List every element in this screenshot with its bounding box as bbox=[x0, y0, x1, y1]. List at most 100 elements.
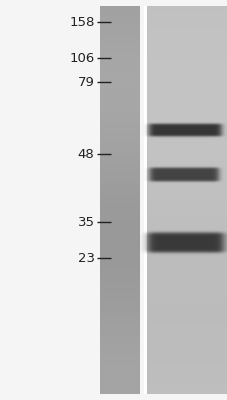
Bar bbox=[146, 30, 227, 35]
Bar bbox=[100, 30, 140, 35]
Bar bbox=[100, 79, 140, 84]
Bar bbox=[146, 312, 227, 316]
Bar bbox=[100, 239, 140, 244]
Bar bbox=[100, 152, 140, 156]
Bar bbox=[146, 108, 227, 113]
Bar bbox=[100, 214, 140, 219]
Bar bbox=[100, 278, 140, 282]
Bar bbox=[100, 336, 140, 341]
Bar bbox=[100, 205, 140, 210]
Bar bbox=[146, 346, 227, 350]
Bar bbox=[100, 248, 140, 253]
Text: 48: 48 bbox=[78, 148, 94, 160]
Bar bbox=[146, 161, 227, 166]
Bar bbox=[146, 360, 227, 365]
Bar bbox=[100, 84, 140, 88]
Bar bbox=[100, 186, 140, 190]
Bar bbox=[146, 137, 227, 142]
Bar bbox=[100, 210, 140, 214]
Bar bbox=[146, 142, 227, 147]
Bar bbox=[146, 186, 227, 190]
Bar bbox=[146, 210, 227, 214]
Bar bbox=[146, 74, 227, 79]
Bar bbox=[146, 287, 227, 292]
Bar bbox=[100, 244, 140, 248]
Bar bbox=[146, 253, 227, 258]
Bar bbox=[143, 6, 146, 394]
Bar bbox=[100, 40, 140, 45]
Bar bbox=[146, 321, 227, 326]
Bar bbox=[146, 307, 227, 312]
Bar bbox=[146, 374, 227, 380]
Bar bbox=[100, 54, 140, 59]
Bar bbox=[100, 374, 140, 380]
Bar bbox=[100, 64, 140, 69]
Bar bbox=[146, 316, 227, 321]
Bar bbox=[100, 355, 140, 360]
Bar bbox=[146, 156, 227, 161]
Text: 79: 79 bbox=[77, 76, 94, 88]
Bar bbox=[100, 287, 140, 292]
Bar bbox=[100, 6, 140, 11]
Bar bbox=[100, 166, 140, 171]
Bar bbox=[146, 341, 227, 346]
Bar bbox=[146, 268, 227, 273]
Bar bbox=[146, 50, 227, 54]
Text: 106: 106 bbox=[69, 52, 94, 64]
Bar bbox=[100, 263, 140, 268]
Bar bbox=[100, 234, 140, 239]
Bar bbox=[100, 20, 140, 25]
Bar bbox=[146, 248, 227, 253]
Bar bbox=[100, 98, 140, 103]
Bar bbox=[100, 74, 140, 79]
Bar bbox=[146, 93, 227, 98]
Bar bbox=[100, 11, 140, 16]
Bar bbox=[100, 122, 140, 127]
Bar bbox=[100, 224, 140, 229]
Bar bbox=[146, 69, 227, 74]
Bar bbox=[146, 180, 227, 186]
Bar bbox=[100, 268, 140, 273]
Bar bbox=[100, 370, 140, 374]
Bar bbox=[100, 384, 140, 389]
Bar bbox=[100, 389, 140, 394]
Bar bbox=[100, 229, 140, 234]
Bar bbox=[146, 59, 227, 64]
Bar bbox=[100, 292, 140, 297]
Text: 158: 158 bbox=[69, 16, 94, 28]
Bar bbox=[100, 200, 140, 205]
Bar bbox=[146, 54, 227, 59]
Bar bbox=[100, 35, 140, 40]
Bar bbox=[146, 35, 227, 40]
Bar bbox=[146, 214, 227, 219]
Bar bbox=[146, 297, 227, 302]
Bar bbox=[146, 282, 227, 287]
Bar bbox=[146, 11, 227, 16]
Text: 23: 23 bbox=[77, 252, 94, 264]
Bar bbox=[146, 273, 227, 278]
Bar bbox=[100, 45, 140, 50]
Bar bbox=[146, 88, 227, 93]
Bar bbox=[100, 156, 140, 161]
Bar bbox=[100, 312, 140, 316]
Bar bbox=[100, 307, 140, 312]
Bar bbox=[100, 93, 140, 98]
Bar bbox=[100, 142, 140, 147]
Bar bbox=[146, 113, 227, 118]
Bar bbox=[100, 59, 140, 64]
Bar bbox=[100, 108, 140, 113]
Bar bbox=[146, 40, 227, 45]
Bar bbox=[146, 98, 227, 103]
Bar bbox=[146, 224, 227, 229]
Bar bbox=[146, 152, 227, 156]
Bar bbox=[146, 205, 227, 210]
Bar bbox=[146, 380, 227, 384]
Bar bbox=[100, 147, 140, 152]
Bar bbox=[146, 292, 227, 297]
Bar bbox=[146, 355, 227, 360]
Bar bbox=[146, 370, 227, 374]
Bar bbox=[100, 127, 140, 132]
Bar bbox=[146, 25, 227, 30]
Bar bbox=[146, 6, 227, 11]
Bar bbox=[100, 297, 140, 302]
